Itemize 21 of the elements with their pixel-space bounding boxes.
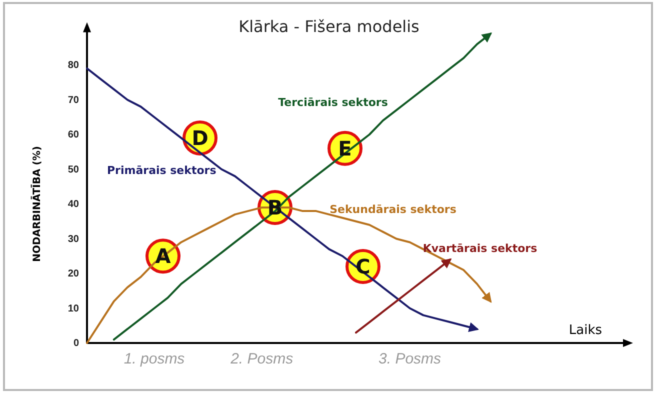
y-tick-label: 70 [68,94,80,106]
series-label: Terciārais sektors [278,96,388,109]
x-axis-title: Laiks [568,323,602,338]
y-tick-label: 20 [68,268,80,280]
y-tick-label: 80 [68,60,80,72]
y-tick-label: 50 [68,164,80,176]
x-tick-label: 2. Posms [230,350,294,368]
x-tick-label: 3. Posms [378,350,442,368]
y-tick-label: 10 [68,303,80,314]
series-label: Kvartārais sektors [422,242,538,255]
chart-title: Klārka - Fišera modelis [238,17,420,36]
y-axis-title: NODARBINĀTĪBA (%) [30,146,43,262]
y-tick-label: 40 [68,199,80,210]
x-tick-label: 1. posms [124,350,186,368]
y-tick-label: 0 [73,338,80,350]
annotation: B [267,195,283,220]
annotation: D [192,126,208,150]
series-label: Sekundārais sektors [330,203,457,216]
y-tick-label: 60 [68,130,80,141]
y-tick-label: 30 [68,234,80,245]
series-label: Primārais sektors [107,164,217,177]
